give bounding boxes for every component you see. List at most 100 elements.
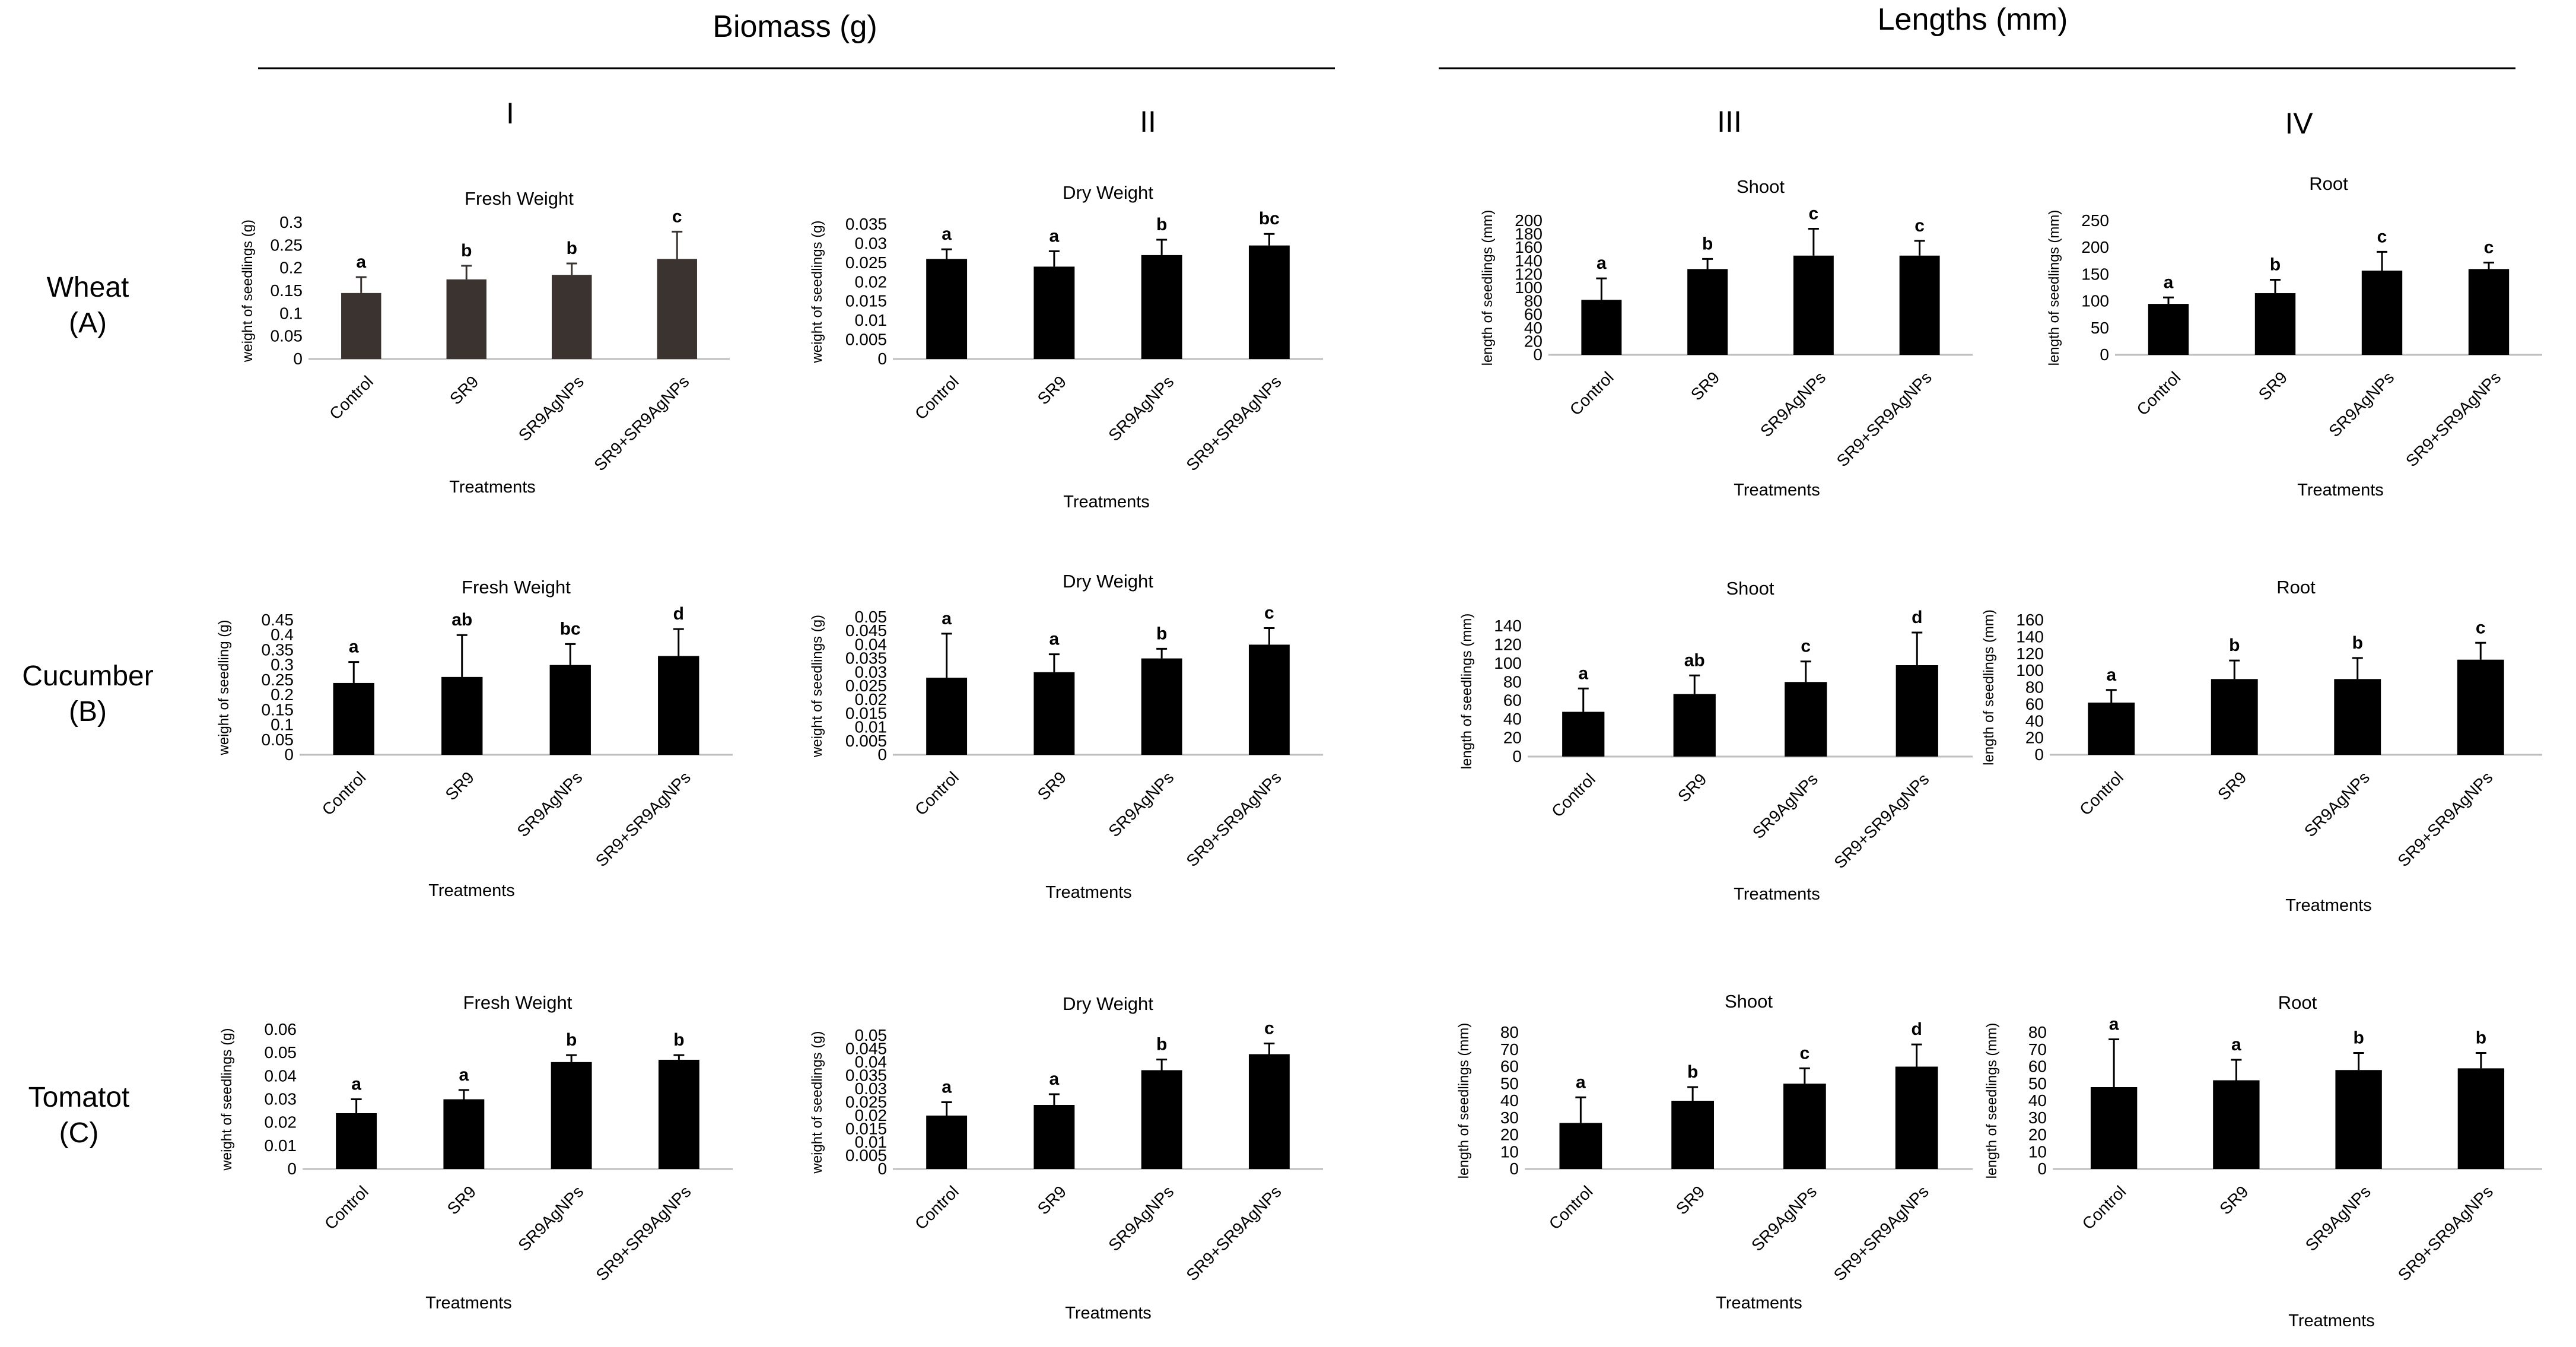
significance-letter-b-i-0: a [349,637,359,657]
x-tick-label-c-i-3: SR9+SR9AgNPs [592,1182,694,1284]
significance-letter-a-iii-0: a [1597,253,1607,273]
y-tick-label-a-iii-10: 200 [1515,211,1543,230]
x-tick-label-c-iii-3: SR9+SR9AgNPs [1830,1182,1932,1284]
y-tick-label-b-i-5: 0.25 [262,671,294,689]
significance-letter-c-iii-2: c [1800,1043,1810,1063]
y-tick-label-c-iv-8: 80 [2028,1023,2047,1041]
y-tick-label-b-ii-7: 0.035 [845,649,887,668]
y-axis-label-c-ii: weight of seedlings (g) [809,1031,825,1174]
y-tick-label-a-iii-3: 60 [1524,305,1543,323]
chart-c-i: Fresh Weight 0 0.01 0.02 0.03 0.04 0.05 0.06 wei… [219,992,733,1313]
y-tick-label-a-ii-3: 0.015 [845,292,887,310]
x-tick-label-b-i-0: Control [319,768,370,819]
x-tick-label-b-ii-1: SR9 [1034,768,1070,803]
y-tick-label-c-iii-5: 50 [1500,1074,1519,1092]
y-tick-label-c-ii-10: 0.05 [855,1026,888,1044]
significance-letter-b-ii-3: c [1264,603,1274,623]
significance-letter-c-iv-3: b [2476,1028,2486,1048]
y-tick-label-a-ii-7: 0.035 [845,215,887,233]
y-tick-label-c-iii-4: 40 [1500,1091,1519,1110]
y-tick-label-b-iii-6: 120 [1494,635,1522,653]
x-tick-label-c-ii-2: SR9AgNPs [1105,1182,1177,1254]
significance-letter-c-ii-0: a [942,1078,952,1097]
chart-c-ii: Dry Weight00.0050.010.0150.020.0250.030.… [809,993,1323,1323]
y-tick-label-c-ii-1: 0.005 [845,1146,887,1165]
x-tick-label-a-iv-0: Control [2133,368,2184,419]
significance-letter-c-iii-1: b [1687,1062,1698,1082]
row-label-cucumber-code: (B) [69,696,107,727]
y-tick-label-b-i-9: 0.45 [262,611,294,629]
x-tick-label-b-ii-0: Control [911,768,962,819]
y-tick-label-a-iii-1: 20 [1524,332,1543,350]
bar-b-iii-3 [1896,665,1938,757]
x-tick-label-a-iii-3: SR9+SR9AgNPs [1833,368,1935,470]
x-tick-label-b-ii-3: SR9+SR9AgNPs [1182,768,1284,870]
y-tick-label-a-i-6: 0.3 [279,213,303,231]
charts-container: Fresh Weight00.050.10.150.20.250.3weight… [216,173,2542,1330]
y-tick-label-a-iii-7: 140 [1515,252,1543,270]
x-tick-label-b-iv-3: SR9+SR9AgNPs [2394,768,2496,870]
y-axis-label-c-iv: length of seedlings (mm) [1984,1023,2000,1179]
significance-letter-b-i-3: d [673,604,684,624]
y-tick-label-b-i-0: 0 [284,745,294,764]
row-label-tomato-code: (C) [59,1117,99,1149]
y-tick-label-b-i-4: 0.2 [271,685,294,704]
significance-letter-b-iii-2: c [1801,637,1811,656]
y-tick-label-a-i-4: 0.2 [279,259,303,277]
x-tick-label-b-ii-2: SR9AgNPs [1105,768,1177,840]
bar-c-i-1 [443,1099,485,1169]
column-label-i: I [506,97,514,130]
y-tick-label-a-iv-0: 0 [2100,345,2109,364]
y-tick-label-c-iv-2: 20 [2028,1126,2047,1144]
y-tick-label-c-ii-8: 0.04 [855,1053,888,1071]
y-tick-label-c-iii-6: 60 [1500,1057,1519,1076]
y-axis-label-b-ii: weight of seedlings (g) [809,615,825,758]
bar-a-iv-3 [2468,269,2510,355]
y-tick-label-b-iii-0: 0 [1512,747,1522,765]
y-tick-label-b-ii-6: 0.03 [855,663,888,681]
chart-title-b-iv: Root [2276,577,2316,598]
chart-title-b-i: Fresh Weight [462,577,571,598]
x-tick-label-b-iv-0: Control [2076,768,2127,819]
y-tick-label-c-iv-6: 60 [2028,1057,2047,1076]
y-tick-label-a-iii-8: 160 [1515,238,1543,256]
x-tick-label-b-i-1: SR9 [442,768,478,803]
significance-letter-b-iii-0: a [1578,663,1588,683]
x-tick-label-b-i-3: SR9+SR9AgNPs [592,768,694,870]
y-tick-label-a-i-3: 0.15 [271,281,303,300]
significance-letter-a-iv-0: a [2164,272,2174,292]
x-axis-label-a-iv: Treatments [2297,481,2384,500]
x-tick-label-a-iii-2: SR9AgNPs [1757,368,1829,440]
row-label-tomato: Tomatot [28,1082,130,1113]
significance-letter-a-iii-3: c [1914,216,1925,236]
significance-letter-c-i-0: a [351,1075,361,1094]
y-axis-label-b-iii: length of seedlings (mm) [1459,614,1475,770]
y-tick-label-c-i-6: 0.06 [265,1020,297,1038]
bar-b-i-0 [333,682,374,755]
y-axis-label-c-iii: length of seedlings (mm) [1456,1023,1472,1179]
bar-c-ii-0 [926,1116,968,1169]
significance-letter-c-iii-3: d [1911,1019,1922,1039]
chart-title-b-iii: Shoot [1726,578,1774,599]
significance-letter-a-i-1: b [461,241,472,260]
y-tick-label-b-iii-7: 140 [1494,617,1522,635]
bar-c-i-3 [658,1059,699,1169]
significance-letter-c-iii-0: a [1576,1072,1586,1092]
column-label-iv: IV [2285,107,2313,140]
x-tick-label-b-iii-2: SR9AgNPs [1749,770,1821,842]
chart-title-c-iii: Shoot [1725,991,1773,1012]
column-label-iii: III [1717,105,1742,138]
x-axis-label-b-i: Treatments [428,881,515,900]
y-tick-label-c-iii-1: 10 [1500,1142,1519,1161]
y-tick-label-b-iv-8: 160 [2016,611,2044,629]
x-tick-label-b-iii-1: SR9 [1674,770,1710,805]
y-tick-label-b-ii-8: 0.04 [855,635,888,653]
chart-title-c-ii: Dry Weight [1063,993,1153,1014]
y-axis-label-b-iv: length of seedlings (mm) [1981,609,1997,765]
x-tick-label-a-i-1: SR9 [446,372,482,408]
chart-b-ii: Dry Weight00.0050.010.0150.020.0250.030.… [809,571,1323,902]
y-tick-label-b-iv-2: 40 [2025,711,2044,730]
y-tick-label-a-ii-6: 0.03 [855,234,888,252]
